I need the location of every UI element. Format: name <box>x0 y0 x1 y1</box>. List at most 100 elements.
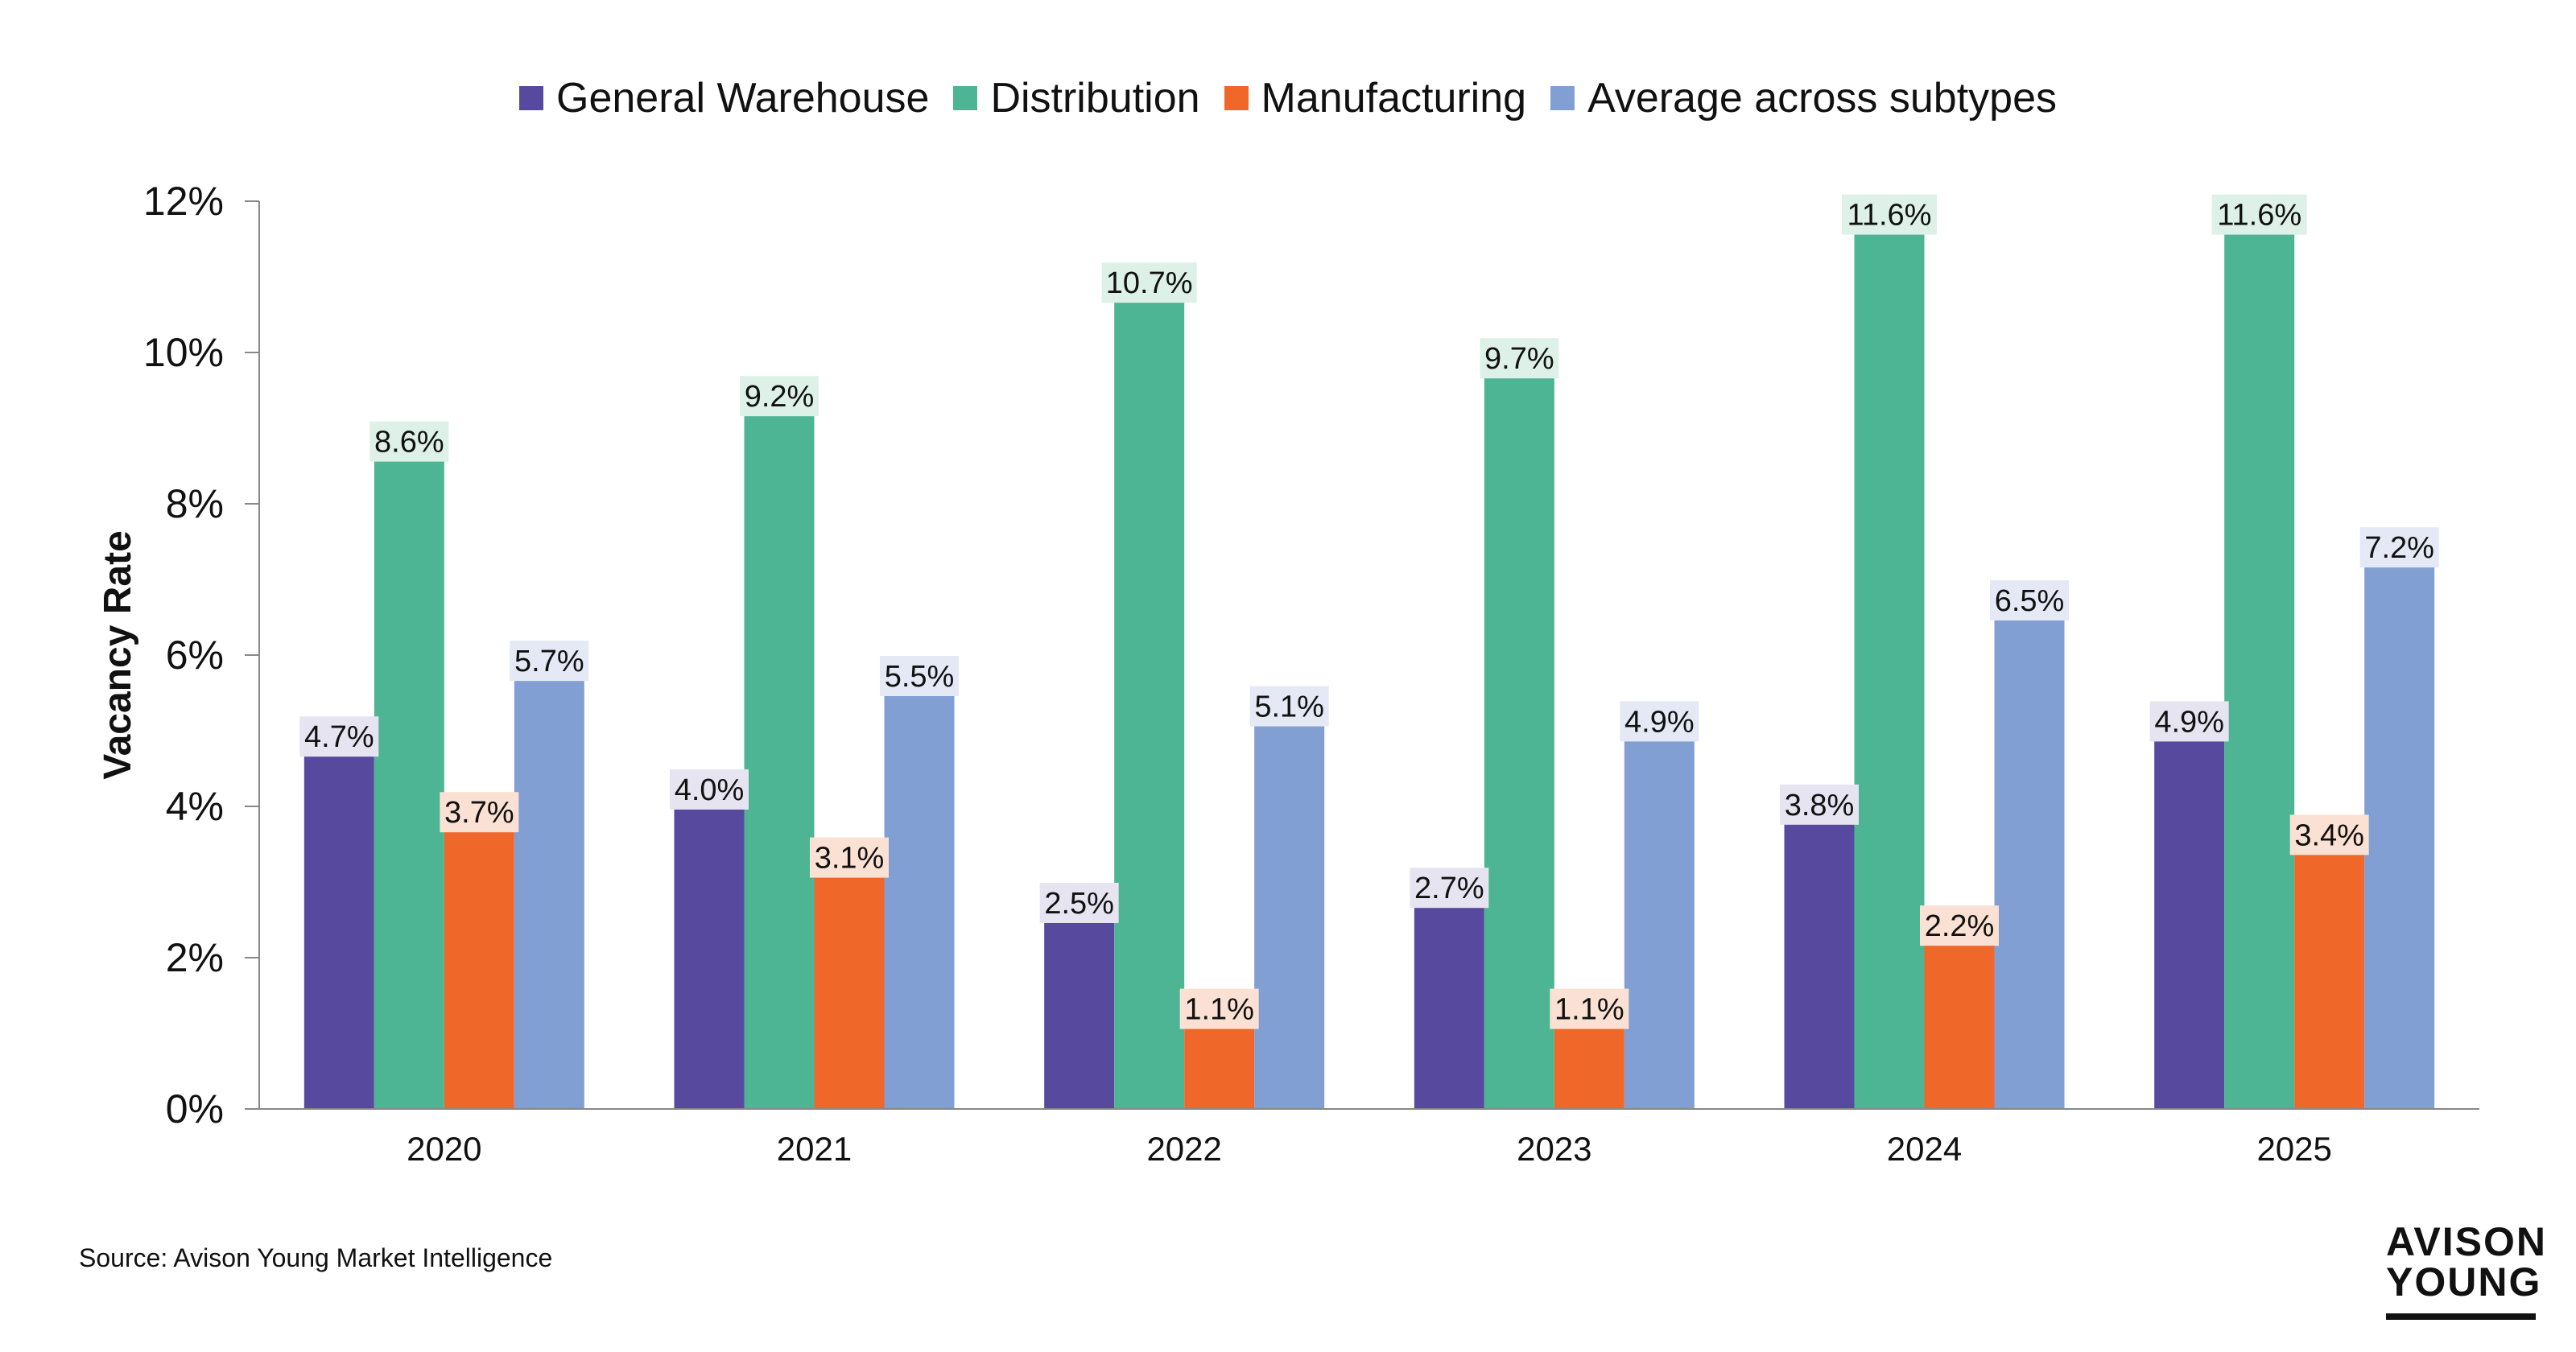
bar-average-across-subtypes-2023 <box>1624 738 1695 1109</box>
data-label-bg <box>369 421 449 462</box>
data-label: 3.4% <box>2294 818 2364 852</box>
bar-distribution-2023 <box>1484 375 1554 1109</box>
bar-manufacturing-2025 <box>2294 851 2365 1109</box>
bar-average-across-subtypes-2022 <box>1254 723 1325 1109</box>
data-label: 5.5% <box>885 660 955 694</box>
x-tick-label: 2021 <box>777 1130 852 1168</box>
bar-manufacturing-2021 <box>814 874 885 1109</box>
legend-label: Average across subtypes <box>1587 75 2057 122</box>
data-label-bg <box>1550 988 1629 1029</box>
data-label: 9.7% <box>1484 342 1554 376</box>
bar-general-warehouse-2022 <box>1044 920 1115 1109</box>
data-label-bg <box>2359 527 2439 568</box>
avison-young-logo: AVISON YOUNG <box>2386 1219 2547 1320</box>
data-label-bg <box>440 792 519 833</box>
data-label: 1.1% <box>1554 993 1624 1027</box>
data-label-bg <box>2211 194 2307 235</box>
logo-line-1: AVISON <box>2386 1219 2547 1264</box>
data-label: 5.7% <box>514 645 584 678</box>
data-label-bg <box>880 656 959 696</box>
data-label-bg <box>1101 262 1197 303</box>
x-tick-label: 2025 <box>2256 1130 2331 1168</box>
source-note: Source: Avison Young Market Intelligence <box>79 1243 553 1272</box>
data-label-bg <box>1990 580 2069 620</box>
data-label-bg <box>1842 194 1937 235</box>
bar-general-warehouse-2024 <box>1784 821 1855 1109</box>
y-tick-label: 6% <box>166 633 224 678</box>
bar-distribution-2022 <box>1114 299 1185 1109</box>
y-tick-label: 10% <box>143 330 224 375</box>
bar-average-across-subtypes-2021 <box>884 693 955 1109</box>
legend-label: General Warehouse <box>556 75 930 122</box>
bar-manufacturing-2024 <box>1924 942 1995 1109</box>
legend-label: Manufacturing <box>1261 75 1527 122</box>
x-tick-label: 2020 <box>407 1130 481 1168</box>
data-label-bg <box>810 837 889 878</box>
data-label: 7.2% <box>2364 531 2434 565</box>
legend-swatch <box>1550 86 1575 110</box>
bar-general-warehouse-2021 <box>674 806 745 1109</box>
bar-general-warehouse-2025 <box>2154 738 2225 1109</box>
data-label: 11.6% <box>2217 199 2301 233</box>
data-label: 4.9% <box>2154 705 2224 739</box>
data-label: 3.8% <box>1785 789 1855 822</box>
data-label: 4.7% <box>304 720 374 754</box>
bar-general-warehouse-2020 <box>303 753 374 1109</box>
data-label-bg <box>510 641 589 682</box>
bar-manufacturing-2022 <box>1184 1025 1255 1109</box>
bar-average-across-subtypes-2024 <box>1994 617 2065 1109</box>
legend-item-manufacturing: Manufacturing <box>1224 75 1527 122</box>
data-label: 1.1% <box>1184 993 1254 1027</box>
legend-item-average-across-subtypes: Average across subtypes <box>1550 77 2057 119</box>
x-tick-label: 2022 <box>1146 1130 1221 1168</box>
legend-item-general-warehouse: General Warehouse <box>519 77 929 119</box>
data-label-bg <box>1410 868 1489 909</box>
data-label-bg <box>299 716 379 757</box>
data-label: 2.7% <box>1414 872 1484 905</box>
data-label-bg <box>1249 686 1329 727</box>
data-label: 2.5% <box>1044 887 1114 921</box>
data-label: 9.2% <box>745 380 815 414</box>
legend-item-distribution: Distribution <box>953 75 1200 122</box>
y-tick-label: 2% <box>166 935 224 980</box>
bar-average-across-subtypes-2025 <box>2364 564 2435 1109</box>
data-label-bg <box>670 769 749 810</box>
data-label: 11.6% <box>1847 199 1932 233</box>
x-tick-label: 2023 <box>1517 1130 1591 1168</box>
data-label-bg <box>740 376 819 417</box>
data-label-bg <box>1480 338 1559 379</box>
logo-line-2: YOUNG <box>2386 1259 2542 1305</box>
x-tick-label: 2024 <box>1887 1130 1962 1168</box>
data-label-bg <box>1780 784 1859 825</box>
y-tick-label: 4% <box>166 784 224 829</box>
data-label: 4.0% <box>675 773 745 807</box>
bar-manufacturing-2020 <box>444 829 514 1109</box>
bar-distribution-2025 <box>2224 231 2295 1110</box>
y-axis-title: Vacancy Rate <box>97 530 139 780</box>
logo-underline <box>2386 1313 2536 1320</box>
y-tick-label: 0% <box>166 1086 224 1131</box>
y-tick-label: 8% <box>166 481 224 526</box>
data-label-bg <box>1039 883 1119 923</box>
data-label-bg <box>1620 701 1699 742</box>
bar-distribution-2021 <box>744 413 815 1109</box>
legend-label: Distribution <box>990 75 1200 122</box>
data-label: 4.9% <box>1624 705 1695 739</box>
bar-average-across-subtypes-2020 <box>514 678 584 1109</box>
legend-swatch <box>519 86 543 110</box>
data-label: 5.1% <box>1254 690 1324 724</box>
data-label-bg <box>1920 905 1999 946</box>
data-label-bg <box>2289 814 2369 855</box>
data-label: 10.7% <box>1106 266 1193 300</box>
data-label-bg <box>2149 701 2229 742</box>
y-tick-label: 12% <box>143 179 224 224</box>
chart-legend: General Warehouse Distribution Manufacturi… <box>0 66 2576 130</box>
data-label: 2.2% <box>1925 909 1995 943</box>
data-label: 8.6% <box>374 426 444 460</box>
bar-manufacturing-2023 <box>1554 1025 1624 1109</box>
data-label-bg <box>1179 988 1259 1029</box>
data-label: 3.1% <box>815 842 885 876</box>
data-label: 6.5% <box>1995 584 2065 618</box>
legend-swatch <box>953 86 978 110</box>
